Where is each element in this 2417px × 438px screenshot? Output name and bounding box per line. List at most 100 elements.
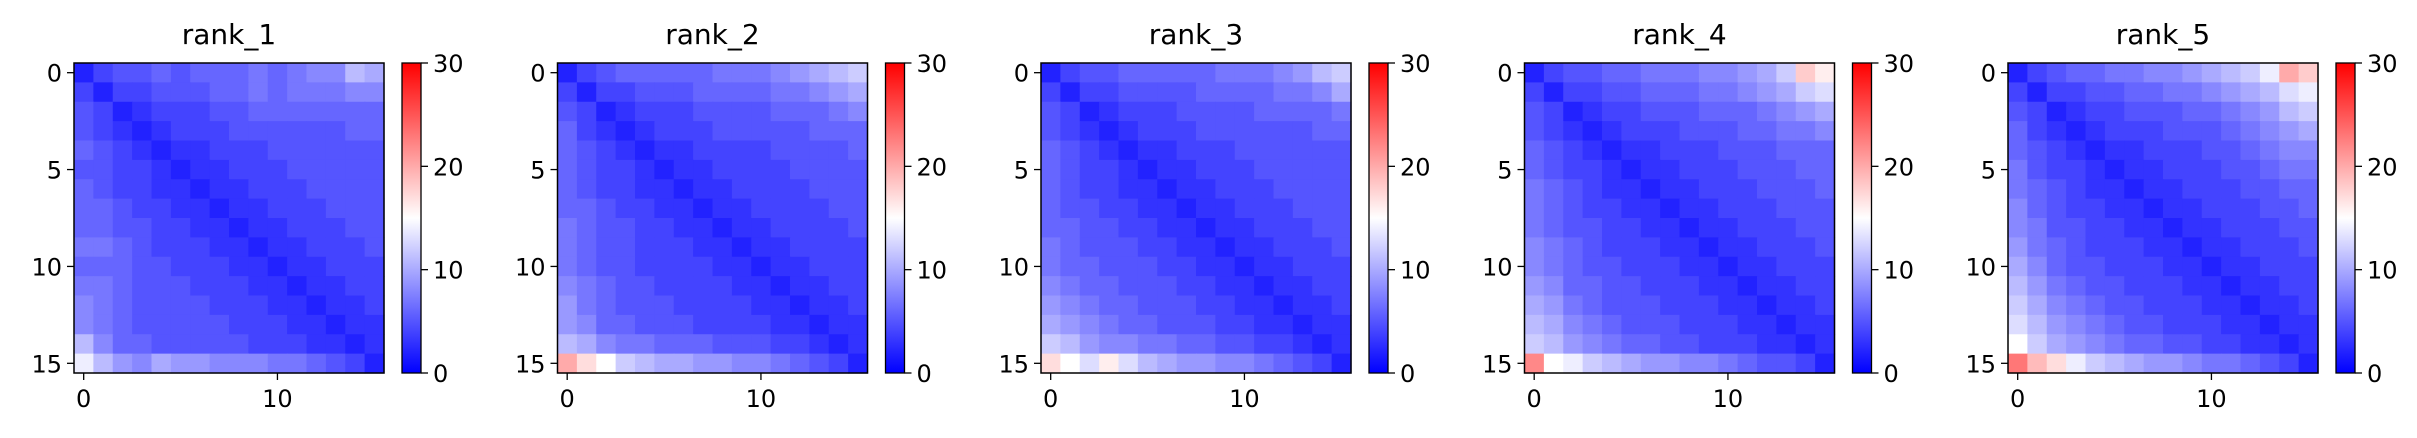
- heatmap-cell: [2085, 256, 2106, 277]
- heatmap-cell: [635, 63, 655, 83]
- heatmap-cell: [190, 295, 211, 316]
- heatmap-cell: [1196, 314, 1216, 335]
- heatmap-cell: [364, 314, 385, 335]
- heatmap-cell: [1776, 121, 1797, 142]
- heatmap-cell: [132, 295, 153, 316]
- heatmap-cell: [848, 353, 869, 374]
- heatmap-cell: [248, 179, 269, 200]
- heatmap-cell: [1331, 218, 1352, 238]
- heatmap-cell: [1757, 218, 1777, 238]
- heatmap-cell: [325, 121, 346, 142]
- heatmap-cell: [2182, 82, 2203, 103]
- heatmap-cell: [1795, 295, 1816, 316]
- heatmap-cell: [1698, 237, 1719, 258]
- heatmap-cell: [848, 82, 869, 103]
- heatmap-cell: [1543, 179, 1564, 200]
- heatmap-cell: [1060, 140, 1081, 161]
- heatmap-cell: [1737, 256, 1758, 277]
- heatmap-cell: [1524, 276, 1545, 297]
- heatmap-cell: [1582, 121, 1603, 142]
- heatmap-cell: [654, 121, 675, 142]
- heatmap-cell: [1215, 101, 1236, 122]
- heatmap-cell: [615, 121, 636, 142]
- heatmap-cell: [1215, 121, 1236, 142]
- heatmap-cell: [557, 121, 578, 142]
- heatmap-cell: [1157, 334, 1178, 355]
- heatmap-cell: [673, 198, 694, 219]
- y-tick-label: 10: [31, 253, 62, 281]
- heatmap-cell: [1118, 82, 1139, 103]
- heatmap-cell: [2259, 159, 2280, 180]
- y-tick-label: 15: [31, 350, 62, 378]
- heatmap-cell: [615, 276, 636, 297]
- heatmap-cell: [2279, 256, 2300, 277]
- heatmap-cell: [267, 314, 288, 335]
- heatmap-cell: [1640, 198, 1661, 219]
- heatmap-cell: [1524, 218, 1545, 238]
- heatmap-cell: [654, 82, 675, 103]
- heatmap-cell: [1660, 121, 1681, 142]
- heatmap-cell: [751, 353, 772, 374]
- heatmap-cell: [790, 353, 810, 374]
- heatmap-cell: [287, 334, 308, 355]
- heatmap-cell: [1621, 159, 1642, 180]
- heatmap-cell: [1118, 314, 1139, 335]
- heatmap-cell: [673, 276, 694, 297]
- heatmap-cell: [364, 63, 385, 83]
- heatmap-cell: [770, 353, 791, 374]
- heatmap-cell: [731, 295, 752, 316]
- heatmap-cell: [1234, 276, 1255, 297]
- heatmap-cell: [790, 82, 810, 103]
- heatmap-cell: [576, 256, 597, 277]
- heatmap-cell: [1563, 82, 1584, 103]
- heatmap-cell: [151, 159, 172, 180]
- heatmap-cell: [693, 140, 714, 161]
- heatmap-cell: [1757, 101, 1777, 122]
- y-tick-label: 15: [998, 350, 1029, 378]
- heatmap-cell: [1718, 276, 1739, 297]
- heatmap-cell: [615, 295, 636, 316]
- heatmap-cell: [1718, 63, 1739, 83]
- heatmap-cell: [170, 101, 191, 122]
- heatmap-cell: [1312, 218, 1333, 238]
- heatmap-cell: [828, 295, 849, 316]
- heatmap-cell: [345, 82, 366, 103]
- heatmap-cell: [1582, 101, 1603, 122]
- heatmap-cell: [1292, 218, 1313, 238]
- heatmap-cell: [693, 276, 714, 297]
- heatmap-cell: [2221, 179, 2242, 200]
- heatmap-cell: [848, 218, 869, 238]
- heatmap-cell: [1698, 314, 1719, 335]
- heatmap-cell: [1621, 353, 1642, 374]
- heatmap-cell: [1176, 140, 1197, 161]
- heatmap-cell: [190, 82, 211, 103]
- heatmap-cell: [770, 101, 791, 122]
- heatmap-cell: [2124, 218, 2145, 238]
- heatmap-cell: [615, 198, 636, 219]
- heatmap-cell: [2298, 353, 2319, 374]
- heatmap-cell: [1524, 121, 1545, 142]
- heatmap-cell: [2104, 334, 2125, 355]
- heatmap-cell: [1563, 334, 1584, 355]
- heatmap-cell: [229, 256, 249, 277]
- heatmap-cell: [1660, 237, 1681, 258]
- heatmap-cell: [1757, 63, 1777, 83]
- heatmap-cell: [1795, 353, 1816, 374]
- heatmap-cell: [364, 256, 385, 277]
- heatmap-cell: [2201, 295, 2222, 316]
- heatmap-cell: [1196, 63, 1216, 83]
- heatmap-cell: [751, 256, 772, 277]
- heatmap-cell: [1543, 276, 1564, 297]
- heatmap-cell: [1331, 353, 1352, 374]
- heatmap-cell: [364, 82, 385, 103]
- heatmap-cell: [2085, 159, 2106, 180]
- heatmap-cell: [1273, 121, 1294, 142]
- heatmap-cell: [2182, 159, 2203, 180]
- heatmap-cell: [635, 334, 655, 355]
- heatmap-cell: [1041, 198, 1061, 219]
- heatmap-cell: [1254, 334, 1275, 355]
- heatmap-cell: [790, 237, 810, 258]
- heatmap-cell: [1660, 256, 1681, 277]
- heatmap-cell: [1215, 63, 1236, 83]
- heatmap-cell: [151, 63, 172, 83]
